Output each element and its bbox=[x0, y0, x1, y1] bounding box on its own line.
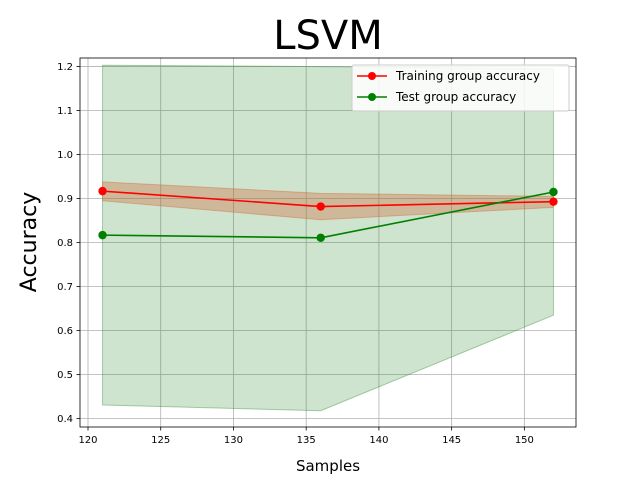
test-data-point bbox=[549, 187, 558, 197]
y-tick-label: 0.9 bbox=[57, 194, 73, 205]
y-tick-label: 1.0 bbox=[57, 150, 73, 161]
legend-box bbox=[351, 64, 570, 112]
chart-title: LSVM bbox=[273, 13, 383, 59]
y-tick-label: 0.4 bbox=[57, 414, 73, 425]
grid-lines bbox=[80, 58, 576, 427]
y-axis-label: Accuracy bbox=[17, 192, 42, 292]
y-tick-label: 1.1 bbox=[57, 106, 73, 117]
x-tick-label: 120 bbox=[78, 435, 97, 446]
test-data-point bbox=[98, 230, 107, 240]
x-tick-label: 145 bbox=[442, 435, 461, 446]
legend-training-marker bbox=[368, 72, 376, 80]
x-tick-label: 150 bbox=[515, 435, 534, 446]
x-axis-label: Samples bbox=[296, 457, 360, 475]
training-confidence-band bbox=[102, 181, 554, 221]
y-tick-label: 0.7 bbox=[57, 282, 73, 293]
x-tick-label: 140 bbox=[369, 435, 388, 446]
y-axis-ticks: 0.4 0.5 0.6 0.7 0.8 0.9 1.0 1.1 1.2 bbox=[57, 62, 80, 425]
legend-training-label: Training group accuracy bbox=[395, 69, 540, 83]
training-data-point bbox=[98, 186, 107, 196]
y-tick-label: 1.2 bbox=[57, 62, 73, 73]
confidence-bands bbox=[102, 64, 554, 412]
y-tick-label: 0.8 bbox=[57, 238, 73, 249]
x-tick-label: 135 bbox=[297, 435, 316, 446]
test-data-point bbox=[316, 233, 325, 242]
x-tick-label: 125 bbox=[151, 435, 170, 446]
legend: Training group accuracy Test group accur… bbox=[351, 64, 570, 112]
legend-test-label: Test group accuracy bbox=[395, 90, 516, 104]
x-tick-label: 130 bbox=[224, 435, 243, 446]
legend-test-marker bbox=[368, 93, 376, 101]
y-tick-label: 0.6 bbox=[57, 326, 73, 337]
training-data-point bbox=[549, 197, 558, 206]
series-markers bbox=[98, 186, 558, 242]
x-axis-ticks: 120 125 130 135 140 145 150 bbox=[78, 427, 534, 446]
test-confidence-band bbox=[102, 64, 554, 412]
training-data-point bbox=[316, 202, 325, 211]
y-tick-label: 0.5 bbox=[57, 370, 73, 381]
